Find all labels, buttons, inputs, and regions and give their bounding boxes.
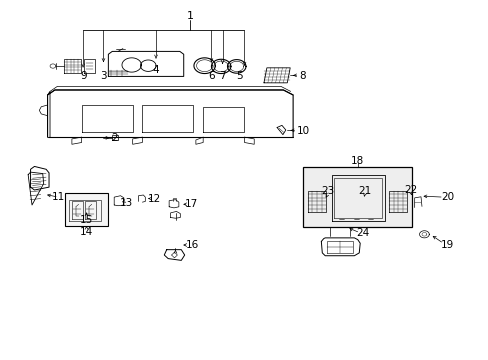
Text: 23: 23 [321, 186, 334, 197]
Text: 1: 1 [186, 11, 193, 21]
Text: 4: 4 [152, 65, 159, 75]
Text: 13: 13 [120, 198, 133, 208]
Text: 18: 18 [350, 156, 364, 166]
Text: 6: 6 [208, 71, 214, 81]
Text: 16: 16 [185, 240, 198, 250]
Text: 14: 14 [80, 227, 93, 237]
Bar [64, 193, 108, 226]
Text: 20: 20 [440, 192, 453, 202]
Text: 21: 21 [358, 186, 371, 197]
Text: 17: 17 [184, 199, 197, 209]
Text: 9: 9 [81, 71, 87, 81]
Text: 11: 11 [52, 192, 65, 202]
Text: 22: 22 [404, 185, 417, 195]
Text: 8: 8 [299, 71, 305, 81]
Text: 5: 5 [236, 71, 243, 81]
Text: 12: 12 [148, 194, 161, 203]
Text: 19: 19 [440, 240, 453, 250]
Text: 7: 7 [219, 71, 225, 81]
Text: 3: 3 [100, 71, 106, 81]
Text: 10: 10 [297, 126, 310, 136]
Bar [302, 167, 411, 227]
Text: 24: 24 [356, 228, 369, 238]
Text: 2: 2 [111, 133, 117, 143]
Text: 15: 15 [80, 215, 93, 225]
